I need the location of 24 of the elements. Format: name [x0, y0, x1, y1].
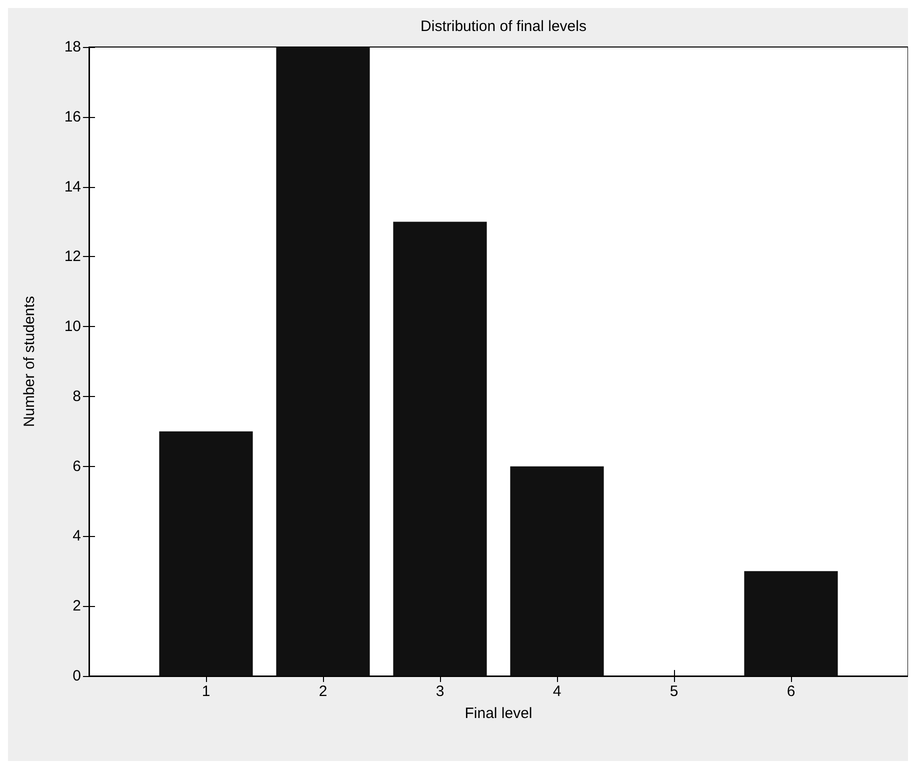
y-tick-label: 10	[64, 318, 81, 336]
x-tick-label: 4	[552, 683, 562, 700]
x-tick-label: 2	[318, 683, 328, 700]
y-tick-label: 6	[72, 458, 81, 475]
y-tick-label: 4	[72, 528, 81, 545]
x-tick-label: 3	[436, 683, 444, 700]
chart-title: Distribution of final levels	[420, 18, 586, 35]
bar	[510, 466, 604, 676]
y-tick-label: 18	[64, 38, 81, 56]
x-tick-label: 5	[670, 683, 678, 700]
x-tick-label: 1	[202, 683, 210, 700]
y-tick-label: 2	[72, 598, 81, 615]
x-axis-title: Final level	[464, 705, 532, 722]
y-tick-label: 0	[72, 668, 81, 684]
bar	[393, 222, 487, 676]
bar	[744, 571, 838, 676]
x-tick-label: 6	[786, 683, 796, 700]
bar	[159, 431, 253, 676]
y-tick-label: 8	[72, 388, 81, 405]
y-tick-label: 12	[64, 248, 81, 266]
bar	[276, 47, 370, 676]
y-tick-label: 14	[64, 178, 81, 196]
y-axis-title: Number of students	[21, 296, 38, 427]
y-tick-label: 16	[64, 108, 81, 126]
